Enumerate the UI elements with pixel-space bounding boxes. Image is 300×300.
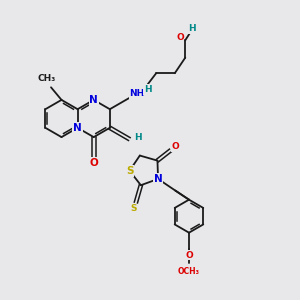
Text: N: N (89, 95, 98, 105)
Text: H: H (188, 24, 196, 33)
Text: O: O (176, 33, 184, 42)
Text: O: O (172, 142, 179, 151)
Text: O: O (89, 158, 98, 168)
Text: H: H (144, 85, 152, 94)
Text: N: N (154, 174, 163, 184)
Text: CH₃: CH₃ (38, 74, 56, 83)
Text: NH: NH (130, 89, 145, 98)
Text: H: H (134, 133, 142, 142)
Text: O: O (185, 251, 193, 260)
Text: S: S (131, 204, 137, 213)
Text: S: S (126, 166, 133, 176)
Text: OCH₃: OCH₃ (178, 267, 200, 276)
Text: N: N (73, 123, 82, 133)
